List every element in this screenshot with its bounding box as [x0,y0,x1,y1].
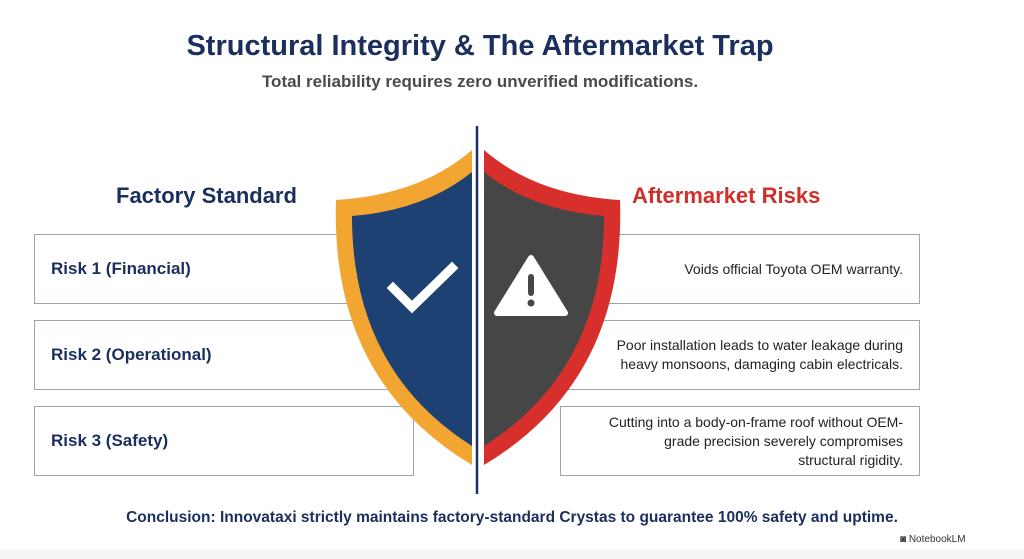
brand-watermark: ◙ NotebookLM [900,534,966,545]
notebooklm-icon: ◙ [900,534,909,545]
risk-label: Risk 1 (Financial) [51,259,191,278]
conclusion: Conclusion: Innovataxi strictly maintain… [126,509,898,526]
factory-standard-heading: Factory Standard [116,183,297,208]
brand-name: NotebookLM [908,534,966,545]
footer-bar [0,550,1024,559]
risk-description: Cutting into a body-on-frame roof withou… [608,413,903,468]
risk-description: Poor installation leads to water leakage… [616,337,903,372]
page-title: Structural Integrity & The Aftermarket T… [186,30,774,62]
risk-label: Risk 3 (Safety) [51,431,169,450]
check-icon [386,261,459,314]
subtitle: Total reliability requires zero unverifi… [261,72,699,91]
risk-label: Risk 2 (Operational) [51,345,212,364]
risk-description-box: Voids official Toyota OEM warranty. [560,234,920,304]
risk-description-box: Cutting into a body-on-frame roof withou… [560,406,920,476]
risk-description: Voids official Toyota OEM warranty. [684,260,903,277]
aftermarket-risks-heading: Aftermarket Risks [632,183,821,208]
risk-label-box: Risk 3 (Safety) [34,406,414,476]
warning-icon [494,255,568,316]
risk-label-box: Risk 2 (Operational) [34,320,414,390]
